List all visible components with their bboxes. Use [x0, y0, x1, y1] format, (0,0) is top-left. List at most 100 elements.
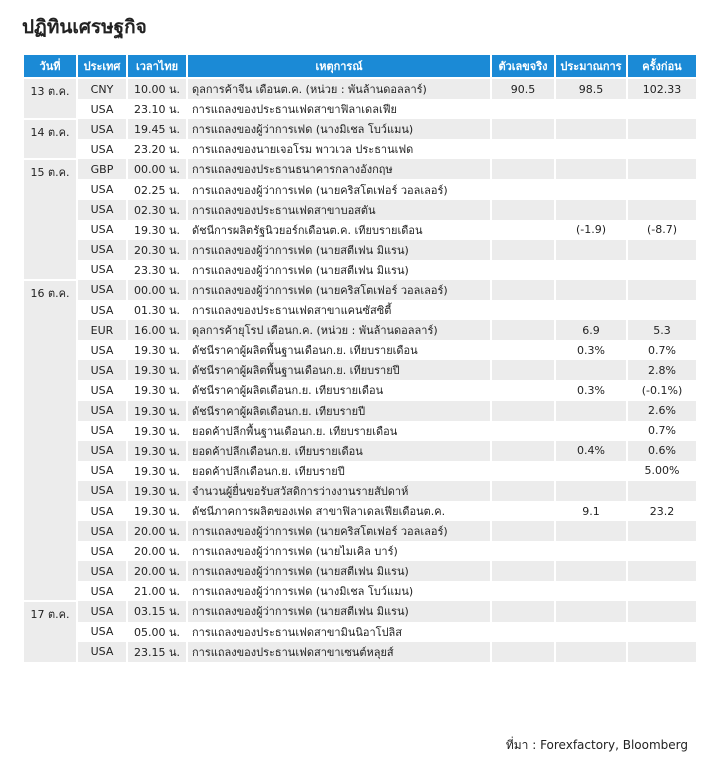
table-row: USA 23.10 น. การแถลงของประธานเฟดสาขาฟิลาเด… [23, 99, 698, 120]
table-row: USA 02.25 น. การแถลงของผู้ว่าการเฟด (นายคร… [23, 179, 698, 200]
date-cell: 13 ต.ค. [22, 76, 78, 120]
table-row: USA 05.00 น. การแถลงของประธานเฟดสาขามินนิอ… [23, 621, 698, 642]
empty-cell [554, 581, 628, 602]
forecast-cell: 0.4% [554, 440, 628, 461]
event-cell: การแถลงของประธานธนาคารกลางอังกฤษ [186, 159, 492, 180]
table-row: USA 19.30 น. ยอดค้าปลีกเดือนก.ย. เทียบรายเ… [23, 440, 698, 461]
empty-cell [490, 400, 556, 421]
table-row: USA 20.30 น. การแถลงของผู้ว่าการเฟด (นายสต… [23, 239, 698, 260]
header-cell: ตัวเลขจริง [490, 55, 556, 79]
empty-cell [490, 541, 556, 562]
header-cell: เวลาไทย [126, 55, 188, 79]
page-title: ปฏิทินเศรษฐกิจ [22, 16, 147, 38]
event-cell: การแถลงของผู้ว่าการเฟด (นายไมเคิล บาร์) [186, 541, 492, 562]
header-cell: ประมาณการ [554, 55, 628, 79]
event-cell: ดุลการค้ายุโรป เดือนก.ค. (หน่วย : พันล้า… [186, 320, 492, 341]
table-row: USA 23.20 น. การแถลงของนายเจอโรม พาวเวล ปร… [23, 139, 698, 160]
empty-cell [626, 480, 698, 501]
country-cell: USA [76, 420, 128, 441]
empty-cell [554, 259, 628, 280]
empty-cell [626, 279, 698, 301]
time-cell: 23.10 น. [126, 99, 188, 120]
table-row: USA 19.30 น. ดัชนีภาคการผลิตของเฟด สาขาฟิล… [23, 500, 698, 522]
time-cell: 20.00 น. [126, 521, 188, 542]
country-cell: USA [76, 621, 128, 642]
country-cell: USA [76, 380, 128, 401]
empty-cell [554, 279, 628, 301]
empty-cell [626, 179, 698, 200]
country-cell: USA [76, 561, 128, 582]
empty-cell [490, 420, 556, 441]
empty-cell [490, 139, 556, 160]
previous-cell: 2.6% [626, 400, 698, 421]
country-cell: USA [76, 440, 128, 461]
empty-cell [490, 561, 556, 582]
table-row: USA 19.30 น. ยอดค้าปลีกเดือนก.ย. เทียบรายป… [23, 460, 698, 481]
forecast-cell: (-1.9) [554, 219, 628, 240]
time-cell: 19.30 น. [126, 360, 188, 381]
table-row: USA 23.30 น. การแถลงของผู้ว่าการเฟด (นายสต… [23, 259, 698, 280]
empty-cell [554, 641, 628, 662]
empty-cell [626, 641, 698, 662]
event-cell: การแถลงของประธานเฟดสาขาเซนต์หลุยส์ [186, 641, 492, 662]
table-row: USA 19.30 น. ยอดค้าปลีกพื้นฐานเดือนก.ย. เท… [23, 420, 698, 441]
empty-cell [554, 521, 628, 542]
event-cell: ยอดค้าปลีกเดือนก.ย. เทียบรายเดือน [186, 440, 492, 461]
empty-cell [490, 641, 556, 662]
empty-cell [490, 320, 556, 341]
empty-cell [626, 621, 698, 642]
event-cell: ดัชนีการผลิตรัฐนิวยอร์กเดือนต.ค. เทียบรา… [186, 219, 492, 240]
empty-cell [490, 279, 556, 301]
date-cell: 15 ต.ค. [22, 158, 78, 280]
previous-cell: 5.00% [626, 460, 698, 481]
time-cell: 19.30 น. [126, 480, 188, 501]
event-cell: การแถลงของประธานเฟดสาขาแคนซัสซิตี้ [186, 300, 492, 321]
forecast-cell: 9.1 [554, 500, 628, 522]
empty-cell [554, 480, 628, 501]
time-cell: 19.30 น. [126, 400, 188, 421]
table-row: 16 ต.ค. USA 00.00 น. การแถลงของผู้ว่าการเฟด… [22, 278, 698, 602]
empty-cell [626, 159, 698, 180]
country-cell: GBP [76, 159, 128, 180]
forecast-cell: 0.3% [554, 380, 628, 401]
empty-cell [490, 199, 556, 220]
empty-cell [554, 460, 628, 481]
previous-cell: 0.7% [626, 340, 698, 361]
empty-cell [490, 239, 556, 260]
empty-cell [490, 440, 556, 461]
time-cell: 23.15 น. [126, 641, 188, 662]
event-cell: จำนวนผู้ยื่นขอรับสวัสดิการว่างงานรายสัปด… [186, 480, 492, 501]
empty-cell [626, 139, 698, 160]
country-cell: USA [76, 259, 128, 280]
event-cell: ดุลการค้าจีน เดือนต.ค. (หน่วย : พันล้านด… [186, 78, 492, 100]
empty-cell [626, 521, 698, 542]
empty-cell [626, 581, 698, 602]
table-row: USA 23.15 น. การแถลงของประธานเฟดสาขาเซนต์ห… [23, 641, 698, 662]
empty-cell [554, 561, 628, 582]
time-cell: 16.00 น. [126, 320, 188, 341]
country-cell: USA [76, 279, 128, 301]
empty-cell [554, 99, 628, 120]
time-cell: 21.00 น. [126, 581, 188, 602]
empty-cell [554, 179, 628, 200]
event-cell: การแถลงของผู้ว่าการเฟด (นางมิเชล โบว์แมน… [186, 119, 492, 140]
empty-cell [490, 99, 556, 120]
time-cell: 10.00 น. [126, 78, 188, 100]
empty-cell [554, 360, 628, 381]
empty-cell [626, 119, 698, 140]
previous-cell: 2.8% [626, 360, 698, 381]
header-row: วันที่ ประเทศ เวลาไทย เหตุการณ์ ตัวเลขจร… [22, 55, 698, 79]
empty-cell [554, 119, 628, 140]
date-cell: 14 ต.ค. [22, 118, 78, 160]
empty-cell [626, 601, 698, 622]
source-note: ที่มา : Forexfactory, Bloomberg [505, 738, 688, 752]
previous-cell: 0.6% [626, 440, 698, 461]
country-cell: USA [76, 239, 128, 260]
empty-cell [626, 300, 698, 321]
event-cell: การแถลงของผู้ว่าการเฟด (นายคริสโตเฟอร์ ว… [186, 179, 492, 200]
time-cell: 20.00 น. [126, 541, 188, 562]
previous-cell: 0.7% [626, 420, 698, 441]
table-row: USA 19.30 น. ดัชนีราคาผู้ผลิตพื้นฐานเดือนก… [23, 360, 698, 381]
table-row: USA 20.00 น. การแถลงของผู้ว่าการเฟด (นายสต… [23, 561, 698, 582]
